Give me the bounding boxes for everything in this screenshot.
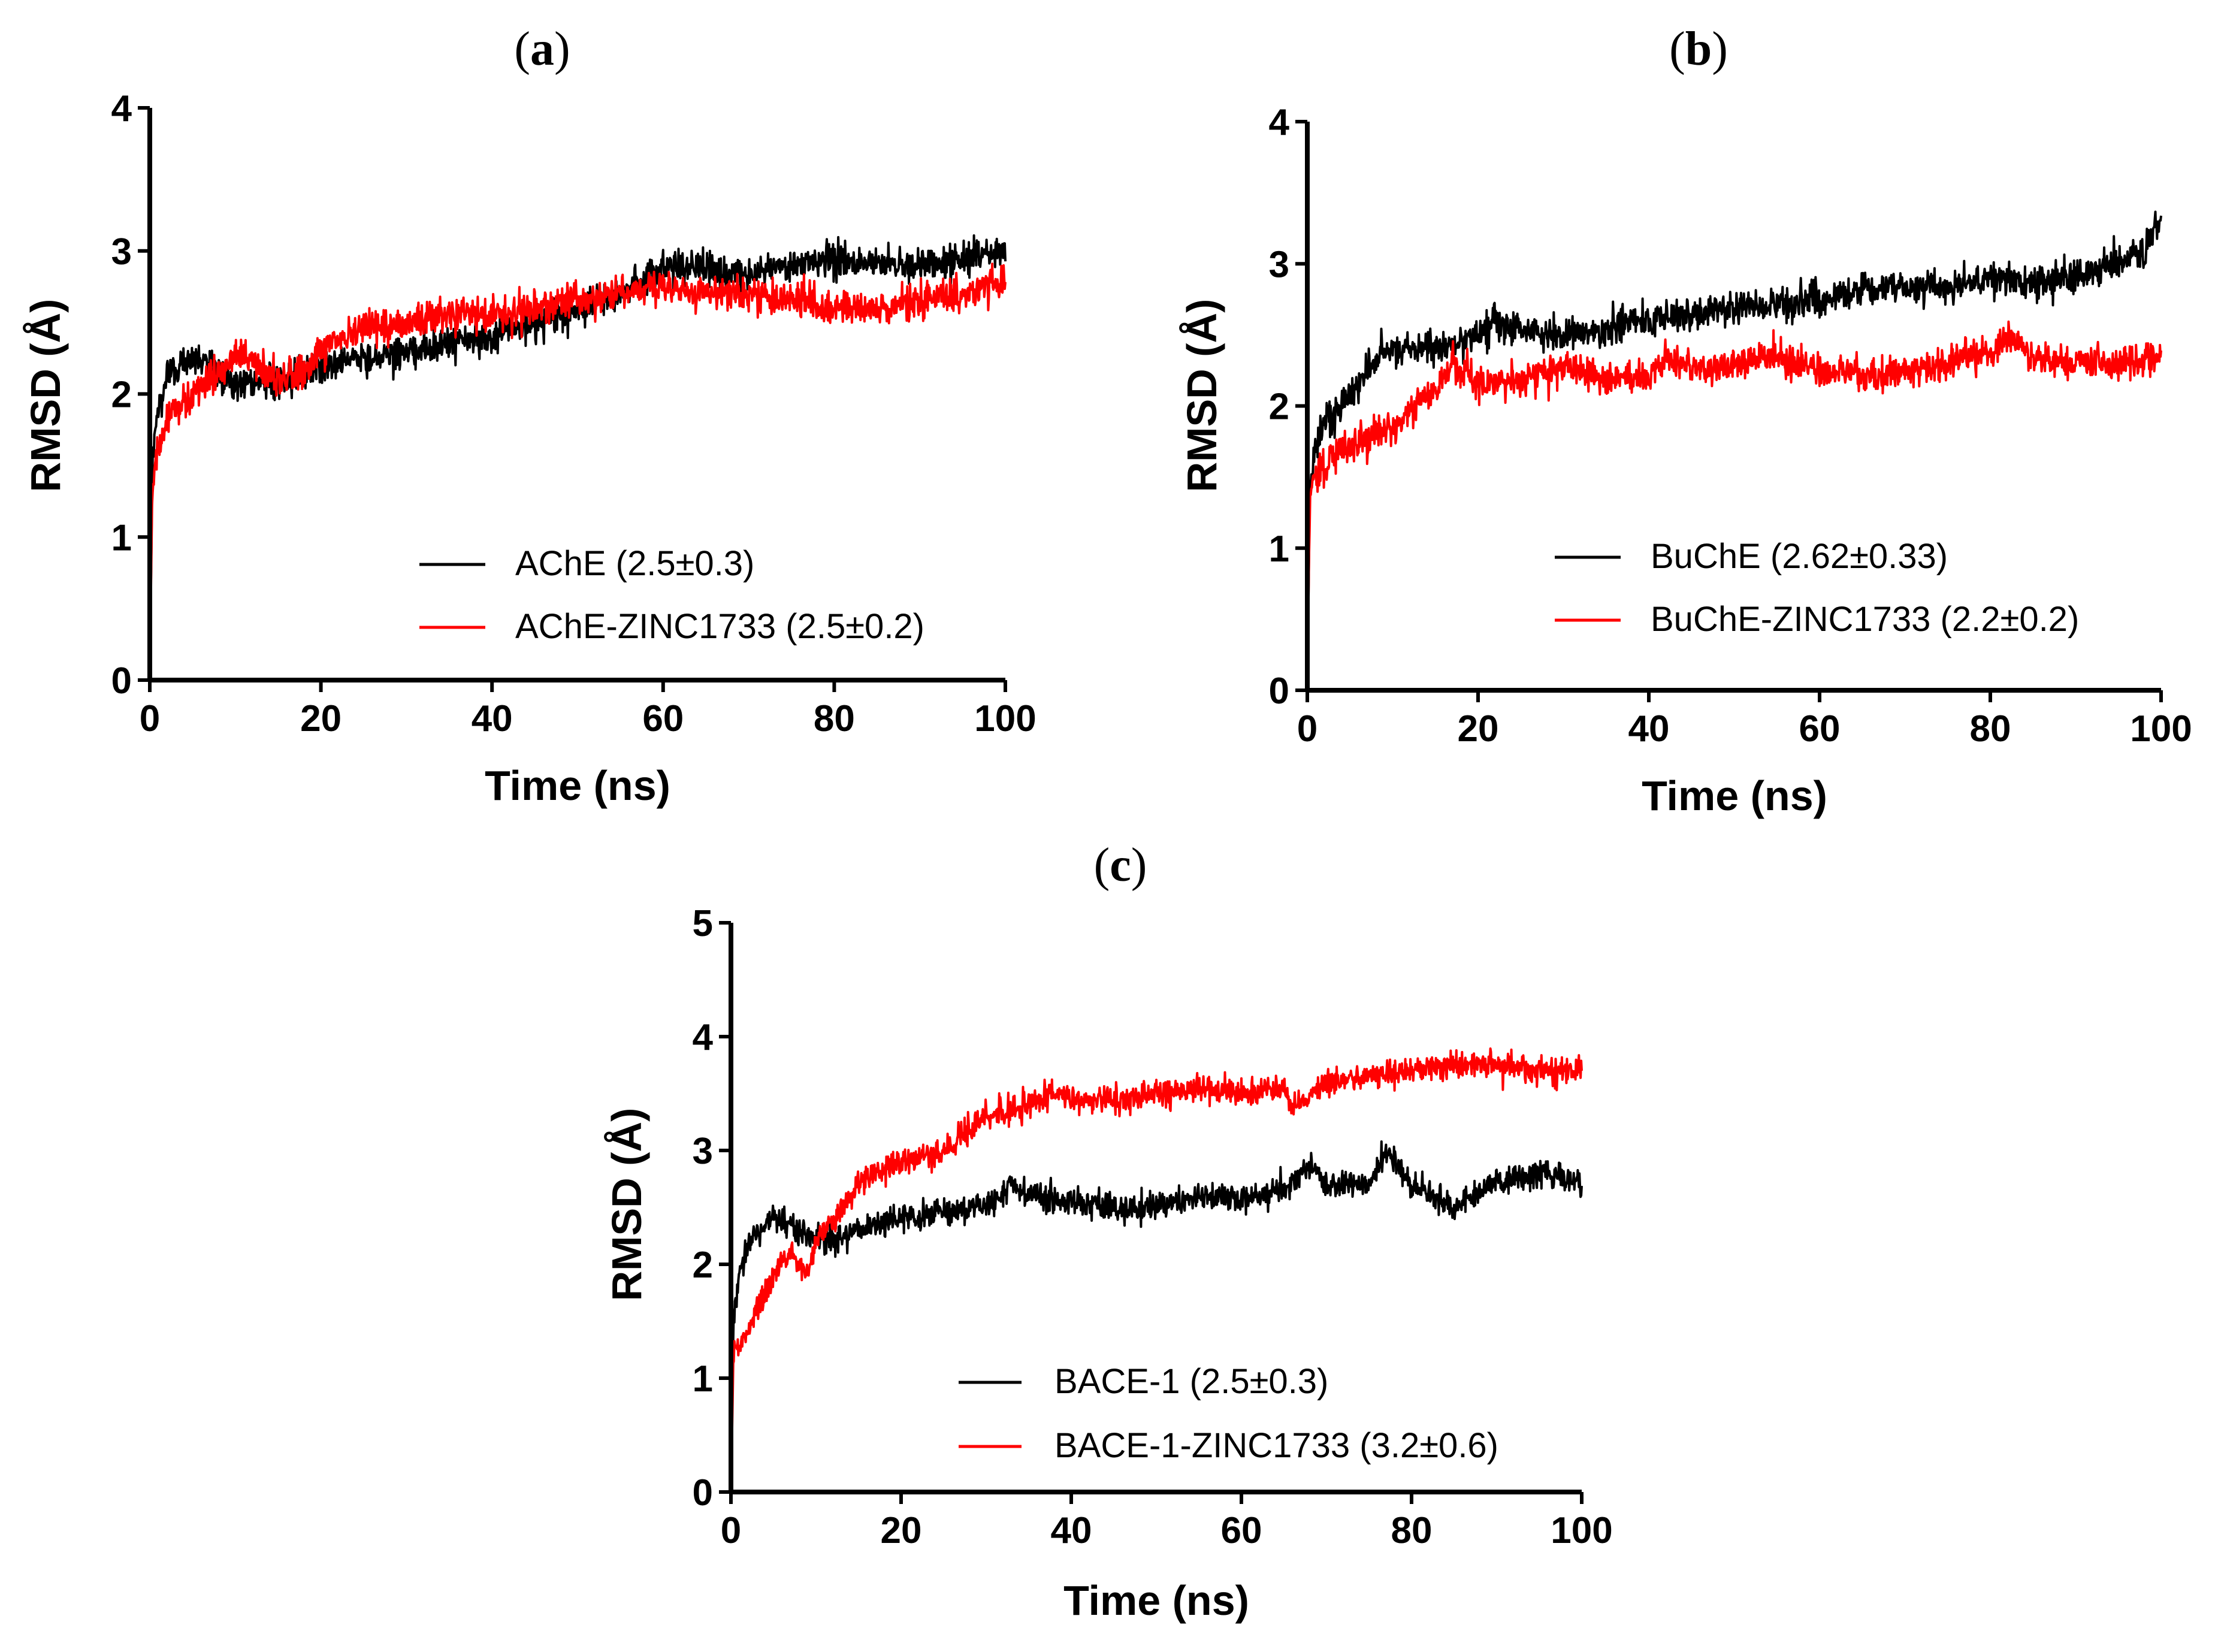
y-axis-title: RMSD (Å) — [603, 1108, 650, 1301]
panel-label-close: ) — [554, 23, 570, 75]
series-line-0 — [730, 1140, 1583, 1493]
x-tick-label: 60 — [1799, 708, 1841, 750]
series-line-1 — [730, 1047, 1583, 1493]
panel-c: (c) 0 1 2 3 4 5 0 20 40 60 80 100 RMSD (Å) Time (ns) BA… — [603, 839, 1613, 1624]
panel-label-open: ( — [514, 23, 530, 75]
y-tick-label: 3 — [693, 1131, 713, 1172]
y-tick-label: 2 — [693, 1245, 713, 1286]
y-tick-label: 0 — [693, 1472, 713, 1514]
x-tick-label: 40 — [472, 698, 513, 739]
legend-label-0: BACE-1 (2.5±0.3) — [1054, 1362, 1328, 1401]
x-tick-label: 0 — [1297, 708, 1317, 750]
y-tick-label: 1 — [1269, 528, 1289, 570]
y-tick-label: 1 — [111, 517, 132, 558]
legend-label-0: AChE (2.5±0.3) — [515, 544, 754, 583]
x-tick-label: 20 — [1458, 708, 1499, 750]
x-tick-label: 20 — [300, 698, 342, 739]
x-tick-label: 40 — [1628, 708, 1670, 750]
series-line-1 — [149, 262, 1007, 681]
y-axis-title: RMSD (Å) — [22, 299, 69, 493]
y-tick-label: 1 — [693, 1358, 713, 1400]
panel-label: (a) — [514, 23, 570, 75]
panel-label-close: ) — [1712, 23, 1728, 75]
legend-label-1: AChE-ZINC1733 (2.5±0.2) — [515, 607, 924, 646]
y-tick-label: 4 — [1269, 102, 1290, 143]
series-line-0 — [1306, 210, 2162, 691]
x-tick-label: 80 — [1391, 1510, 1433, 1551]
panel-label-letter: c — [1110, 839, 1131, 892]
y-tick-label: 0 — [1269, 671, 1289, 712]
x-tick-label: 80 — [814, 698, 855, 739]
y-tick-label: 3 — [1269, 244, 1289, 285]
y-tick-label: 0 — [111, 660, 132, 702]
x-tick-label: 40 — [1051, 1510, 1092, 1551]
x-tick-label: 0 — [721, 1510, 741, 1551]
panel-label-open: ( — [1669, 23, 1685, 75]
legend-label-1: BACE-1-ZINC1733 (3.2±0.6) — [1054, 1426, 1498, 1465]
panel-label: (c) — [1094, 839, 1147, 892]
panel-label-open: ( — [1094, 839, 1110, 892]
panel-label-letter: a — [530, 23, 554, 75]
y-tick-label: 3 — [111, 231, 132, 273]
y-tick-label: 5 — [693, 903, 713, 944]
y-tick-label: 2 — [1269, 386, 1289, 428]
x-axis-title: Time (ns) — [1642, 772, 1827, 819]
x-tick-label: 0 — [140, 698, 160, 739]
legend-label-1: BuChE-ZINC1733 (2.2±0.2) — [1651, 600, 2079, 639]
x-tick-label: 100 — [1551, 1510, 1612, 1551]
panel-label-letter: b — [1685, 23, 1712, 75]
x-tick-label: 100 — [2130, 708, 2192, 750]
y-tick-label: 2 — [111, 375, 132, 416]
x-tick-label: 80 — [1970, 708, 2011, 750]
x-tick-label: 20 — [881, 1510, 922, 1551]
x-tick-label: 60 — [642, 698, 684, 739]
series-line-1 — [1306, 320, 2162, 691]
x-axis-title: Time (ns) — [1063, 1577, 1249, 1624]
y-tick-label: 4 — [111, 88, 132, 129]
panel-label-close: ) — [1131, 839, 1147, 892]
x-axis-title: Time (ns) — [485, 762, 670, 809]
y-axis-title: RMSD (Å) — [1178, 299, 1225, 493]
y-tick-label: 4 — [693, 1017, 714, 1058]
x-tick-label: 100 — [974, 698, 1036, 739]
panel-label: (b) — [1669, 23, 1728, 75]
legend-label-0: BuChE (2.62±0.33) — [1651, 537, 1948, 576]
x-tick-label: 60 — [1221, 1510, 1262, 1551]
